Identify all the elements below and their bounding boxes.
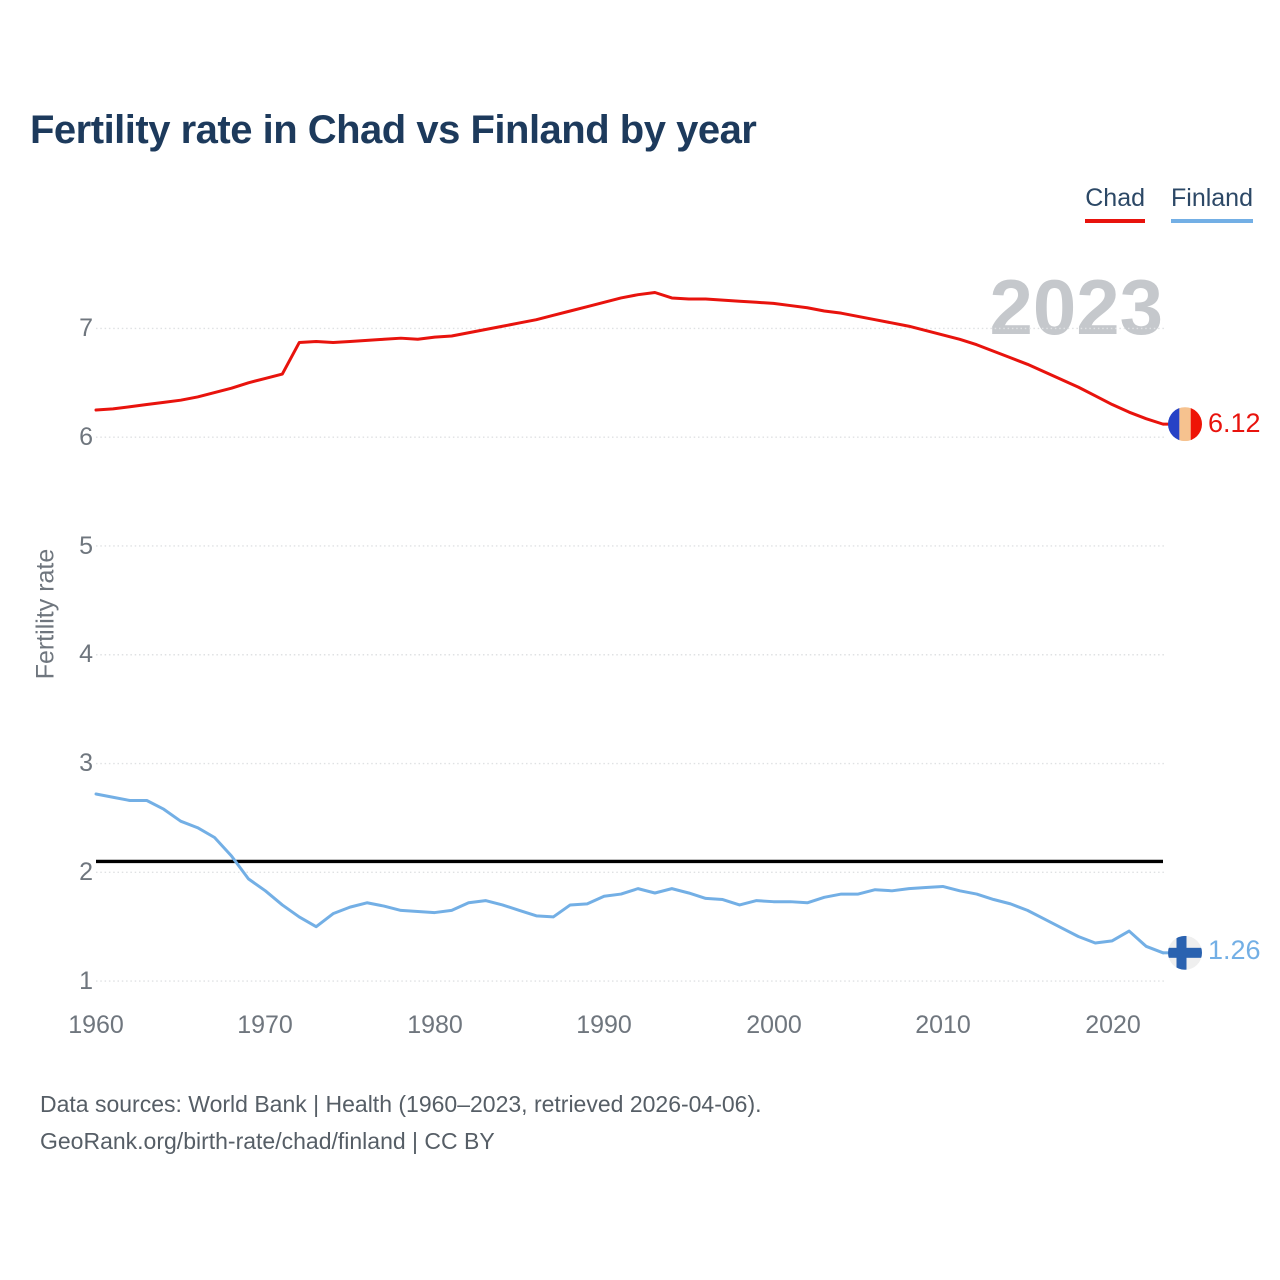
y-tick-1: 1	[79, 967, 93, 995]
legend-item-chad[interactable]: Chad	[1085, 184, 1145, 223]
x-tick-2020: 2020	[1085, 1011, 1141, 1039]
year-watermark: 2023	[989, 263, 1163, 351]
finland-line-series[interactable]	[94, 792, 1165, 955]
x-tick-1990: 1990	[576, 1011, 632, 1039]
y-tick-7: 7	[79, 314, 93, 342]
page-title: Fertility rate in Chad vs Finland by yea…	[30, 108, 757, 152]
y-tick-6: 6	[79, 423, 93, 451]
x-tick-1970: 1970	[237, 1011, 293, 1039]
source-line-2: GeoRank.org/birth-rate/chad/finland | CC…	[40, 1128, 495, 1154]
x-tick-2010: 2010	[915, 1011, 971, 1039]
finland-value-label: 1.26	[1208, 935, 1261, 965]
finland-flag-icon	[1168, 935, 1202, 970]
chad-value-label: 6.12	[1208, 408, 1261, 438]
y-tick-4: 4	[79, 640, 93, 668]
y-tick-2: 2	[79, 858, 93, 886]
source-attribution: Data sources: World Bank | Health (1960–…	[40, 1086, 762, 1160]
source-line-1: Data sources: World Bank | Health (1960–…	[40, 1091, 762, 1117]
x-tick-1960: 1960	[68, 1011, 124, 1039]
chad-line-series[interactable]	[94, 291, 1165, 426]
y-tick-3: 3	[79, 749, 93, 777]
y-tick-5: 5	[79, 532, 93, 560]
x-tick-2000: 2000	[746, 1011, 802, 1039]
legend-item-finland[interactable]: Finland	[1171, 184, 1253, 223]
x-tick-1980: 1980	[407, 1011, 463, 1039]
chad-flag-icon	[1168, 407, 1202, 442]
legend: Chad Finland	[1085, 184, 1253, 223]
